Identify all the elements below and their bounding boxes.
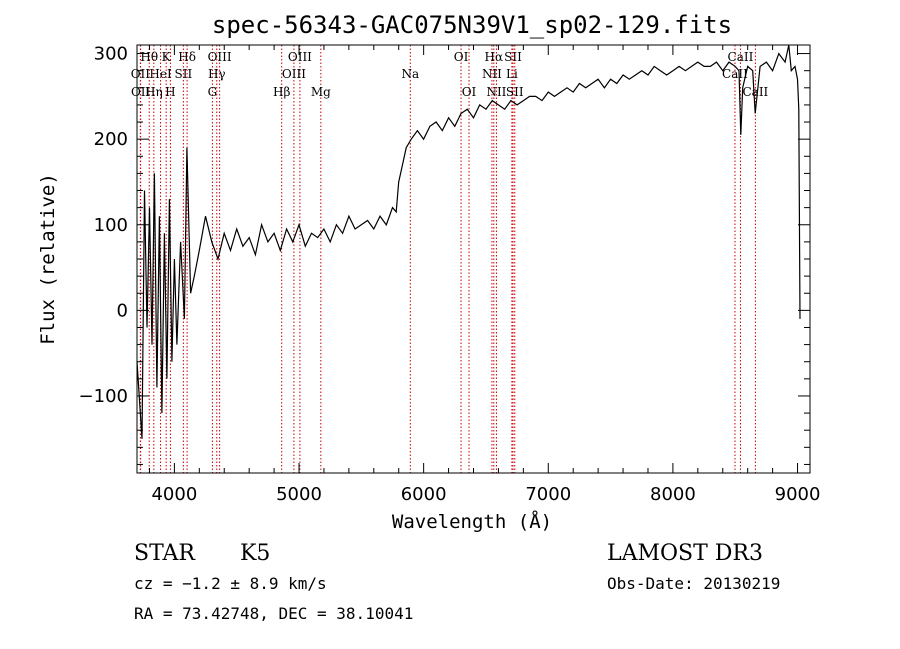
- spectral-line-label-4: K: [162, 50, 172, 64]
- y-tick-label-4: 300: [94, 44, 128, 65]
- spectral-line-label-18: OI: [462, 85, 477, 99]
- flux-series-line: [136, 44, 801, 439]
- x-tick-label-2: 6000: [401, 484, 447, 505]
- spectral-line-label-14: Hβ: [273, 85, 290, 99]
- spectral-line-label-13: OIII: [282, 67, 306, 81]
- observation-date: Obs-Date: 20130219: [607, 574, 780, 593]
- spectral-line-label-26: CaII: [722, 67, 748, 81]
- spectral-line-label-25: CaII: [728, 50, 754, 64]
- spectral-line-label-6: H: [165, 85, 175, 99]
- spectral-line-label-20: NII: [482, 67, 502, 81]
- y-tick-label-0: −100: [79, 386, 128, 407]
- y-tick-label-1: 0: [117, 300, 128, 321]
- spectral-line-label-21: NII: [486, 85, 506, 99]
- spectral-line-label-3: Hη: [145, 85, 163, 99]
- spectral-line-label-0: Hθ: [140, 50, 158, 64]
- spectral-line-label-9: OIII: [208, 50, 232, 64]
- spectral-line-label-12: OIII: [288, 50, 312, 64]
- spectral-line-label-17: OI: [454, 50, 469, 64]
- cz-value: cz = −1.2 ± 8.9 km/s: [134, 574, 327, 593]
- x-tick-label-5: 9000: [775, 484, 821, 505]
- y-axis-label: Flux (relative): [37, 173, 59, 345]
- ra-dec-value: RA = 73.42748, DEC = 38.10041: [134, 604, 413, 623]
- spectral-line-label-8: Hδ: [178, 50, 196, 64]
- spectral-line-label-11: G: [208, 85, 218, 99]
- spectral-line-markers: [139, 45, 756, 473]
- spectral-line-label-10: Hγ: [208, 67, 226, 81]
- x-tick-label-3: 7000: [525, 484, 571, 505]
- chart-title: spec-56343-GAC075N39V1_sp02-129.fits: [212, 11, 732, 39]
- x-tick-label-1: 5000: [276, 484, 322, 505]
- x-tick-label-4: 8000: [650, 484, 696, 505]
- spectral-line-label-2: OII: [131, 85, 151, 99]
- spectral-line-label-16: Na: [401, 67, 419, 81]
- spectral-line-label-22: SII: [504, 50, 522, 64]
- spectral-line-label-19: Hα: [485, 50, 504, 64]
- spectral-line-label-24: SII: [506, 85, 524, 99]
- object-class: STAR: [134, 541, 196, 566]
- y-tick-label-3: 200: [94, 129, 128, 150]
- y-axis-ticks: −100 0 100 200 300: [79, 44, 810, 465]
- x-axis-ticks: 4000 5000 6000 7000 8000 9000: [148, 45, 821, 505]
- survey-name: LAMOST DR3: [607, 541, 763, 566]
- x-axis-label: Wavelength (Å): [392, 510, 552, 533]
- spectral-line-label-7: SII: [175, 67, 193, 81]
- y-tick-label-2: 100: [94, 215, 128, 236]
- spectral-line-label-5: HeI: [149, 67, 172, 81]
- object-subclass: K5: [240, 541, 270, 566]
- plot-frame: [136, 44, 811, 474]
- spectral-line-label-1: OII: [131, 67, 151, 81]
- x-tick-label-0: 4000: [151, 484, 197, 505]
- spectral-line-label-23: Li: [506, 67, 518, 81]
- spectral-line-label-27: CaII: [742, 85, 768, 99]
- spectral-line-label-15: Mg: [311, 85, 331, 99]
